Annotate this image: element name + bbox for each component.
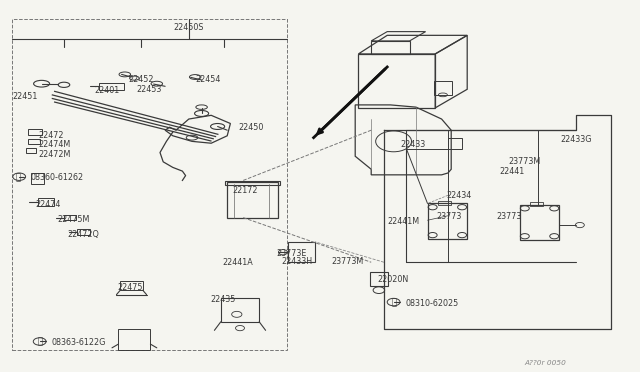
Text: 22441M: 22441M — [387, 217, 419, 226]
Text: 08363-6122G: 08363-6122G — [51, 338, 106, 347]
Text: 22475M: 22475M — [58, 215, 90, 224]
Text: 22472Q: 22472Q — [67, 230, 99, 239]
Text: 23773E: 23773E — [276, 249, 307, 258]
Bar — [225, 181, 280, 185]
Bar — [28, 129, 42, 135]
Bar — [227, 182, 278, 218]
Bar — [26, 148, 36, 153]
Text: 22450S: 22450S — [173, 23, 204, 32]
Bar — [288, 242, 315, 262]
Text: 22172: 22172 — [232, 186, 258, 195]
Bar — [28, 139, 40, 144]
Text: 22434: 22434 — [447, 191, 472, 200]
Text: 22452: 22452 — [128, 76, 154, 84]
Bar — [31, 173, 44, 184]
Bar — [520, 205, 559, 240]
Text: 22474: 22474 — [35, 200, 61, 209]
Text: 22475: 22475 — [117, 283, 143, 292]
Text: 22020N: 22020N — [378, 275, 409, 284]
Bar — [120, 281, 143, 290]
Bar — [221, 298, 259, 322]
Bar — [370, 272, 388, 286]
Bar — [434, 81, 452, 95]
Text: 22441: 22441 — [499, 167, 524, 176]
Text: 23773M: 23773M — [332, 257, 364, 266]
Bar — [448, 138, 462, 149]
Text: 22433H: 22433H — [282, 257, 313, 266]
Bar — [38, 198, 54, 206]
Bar — [118, 329, 150, 350]
Bar — [428, 203, 467, 239]
Bar — [99, 83, 124, 90]
Text: Ⓑ: Ⓑ — [16, 173, 21, 182]
Text: 23773: 23773 — [496, 212, 522, 221]
Text: 22472M: 22472M — [38, 150, 71, 159]
Text: 22433G: 22433G — [560, 135, 591, 144]
Text: 22454: 22454 — [195, 76, 221, 84]
Text: A??0r 0050: A??0r 0050 — [525, 360, 566, 366]
Text: 23773M: 23773M — [509, 157, 541, 166]
Bar — [77, 229, 90, 235]
Text: 22401: 22401 — [95, 86, 120, 94]
Bar — [438, 201, 451, 205]
Text: 23773: 23773 — [436, 212, 462, 221]
Text: Ⓑ: Ⓑ — [37, 338, 42, 347]
Bar — [530, 202, 543, 206]
Text: 22435: 22435 — [210, 295, 236, 304]
Text: 22472: 22472 — [38, 131, 64, 140]
Bar — [358, 54, 435, 108]
Text: 08310-62025: 08310-62025 — [406, 299, 459, 308]
Bar — [64, 215, 76, 220]
Text: 22450: 22450 — [238, 123, 264, 132]
Text: 22474M: 22474M — [38, 140, 70, 149]
Bar — [12, 19, 287, 350]
Text: 22453: 22453 — [136, 85, 162, 94]
Bar — [371, 41, 410, 54]
Text: Ⓢ: Ⓢ — [392, 299, 397, 308]
Text: 22433: 22433 — [400, 140, 425, 149]
Text: 22441A: 22441A — [223, 258, 253, 267]
Text: 08360-61262: 08360-61262 — [30, 173, 83, 182]
Text: 22451: 22451 — [13, 92, 38, 101]
